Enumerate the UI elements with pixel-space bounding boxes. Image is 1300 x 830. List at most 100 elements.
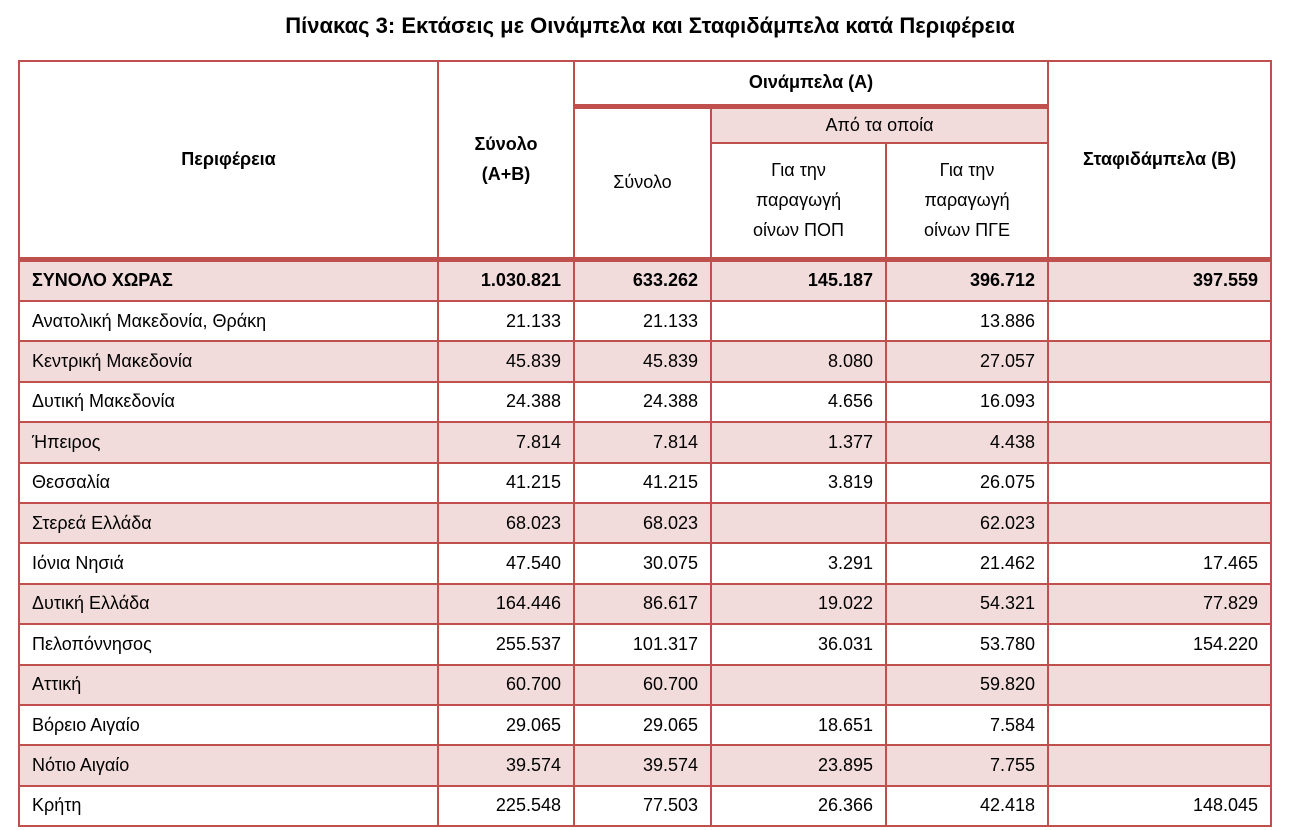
header-text: Για την παραγωγή οίνων ΠΓΕ	[924, 160, 1010, 241]
value-cell: 42.418	[884, 784, 1050, 828]
value-cell: 54.321	[884, 582, 1050, 626]
value-cell: 396.712	[884, 258, 1050, 302]
value-cell: 145.187	[710, 258, 887, 302]
region-cell: ΣΥΝΟΛΟ ΧΩΡΑΣ	[18, 258, 439, 302]
value-cell: 27.057	[884, 340, 1050, 383]
value-cell: 16.093	[884, 380, 1050, 424]
value-cell: 62.023	[884, 501, 1050, 545]
value-cell: 26.366	[710, 784, 887, 828]
value-cell: 18.651	[710, 703, 887, 747]
table-row: Δυτική Μακεδονία 24.388 24.388 4.656 16.093	[18, 380, 1273, 424]
value-cell: 7.584	[884, 703, 1050, 747]
value-cell: 29.065	[573, 703, 712, 747]
region-cell: Κεντρική Μακεδονία	[18, 340, 439, 383]
header-cell: Για την παραγωγή οίνων ΠΟΠ	[710, 142, 887, 262]
value-cell: 7.755	[884, 744, 1050, 787]
value-cell	[1047, 299, 1273, 343]
value-cell: 60.700	[437, 663, 575, 706]
value-cell: 60.700	[573, 663, 712, 706]
value-cell: 1.377	[710, 421, 887, 464]
header-cell: Σύνολο	[573, 105, 712, 262]
value-cell	[710, 663, 887, 706]
value-cell	[1047, 663, 1273, 706]
value-cell: 4.656	[710, 380, 887, 424]
value-cell: 4.438	[884, 421, 1050, 464]
value-cell: 397.559	[1047, 258, 1273, 302]
header-cell: Περιφέρεια	[18, 60, 439, 262]
value-cell: 26.075	[884, 461, 1050, 504]
region-cell: Στερεά Ελλάδα	[18, 501, 439, 545]
table-body: ΣΥΝΟΛΟ ΧΩΡΑΣ 1.030.821 633.262 145.187 396.7…	[18, 258, 1273, 828]
value-cell: 164.446	[437, 582, 575, 626]
value-cell: 24.388	[573, 380, 712, 424]
header-cell: Για την παραγωγή οίνων ΠΓΕ	[884, 142, 1050, 262]
region-cell: Κρήτη	[18, 784, 439, 828]
value-cell: 59.820	[884, 663, 1050, 706]
value-cell: 29.065	[437, 703, 575, 747]
region-cell: Αττική	[18, 663, 439, 706]
table-row: ΣΥΝΟΛΟ ΧΩΡΑΣ 1.030.821 633.262 145.187 396.7…	[18, 258, 1273, 302]
value-cell	[1047, 703, 1273, 747]
header-cell: Σταφιδάμπελα (Β)	[1047, 60, 1273, 262]
value-cell: 47.540	[437, 542, 575, 585]
value-cell: 68.023	[573, 501, 712, 545]
value-cell: 39.574	[573, 744, 712, 787]
table-row: Πελοπόννησος 255.537 101.317 36.031 53.780 15…	[18, 623, 1273, 666]
data-table: Περιφέρεια Σύνολο (Α+Β) Οινάμπελα (Α) Στ…	[18, 60, 1273, 828]
region-cell: Δυτική Μακεδονία	[18, 380, 439, 424]
value-cell: 39.574	[437, 744, 575, 787]
table-row: Ήπειρος 7.814 7.814 1.377 4.438	[18, 421, 1273, 464]
value-cell: 68.023	[437, 501, 575, 545]
value-cell: 21.133	[437, 299, 575, 343]
table-row: Ιόνια Νησιά 47.540 30.075 3.291 21.462 17.465	[18, 542, 1273, 585]
value-cell: 45.839	[573, 340, 712, 383]
header-cell: Οινάμπελα (Α)	[572, 60, 1050, 109]
table-row: Ανατολική Μακεδονία, Θράκη 21.133 21.133 13…	[18, 299, 1273, 343]
value-cell	[1047, 461, 1273, 504]
region-cell: Πελοπόννησος	[18, 623, 439, 666]
table-row: Στερεά Ελλάδα 68.023 68.023 62.023	[18, 501, 1273, 545]
value-cell: 13.886	[884, 299, 1050, 343]
header-text: Για την παραγωγή οίνων ΠΟΠ	[752, 160, 845, 241]
value-cell	[1047, 744, 1273, 787]
region-cell: Ιόνια Νησιά	[18, 542, 439, 585]
value-cell: 24.388	[437, 380, 575, 424]
region-cell: Ανατολική Μακεδονία, Θράκη	[18, 299, 439, 343]
value-cell: 101.317	[573, 623, 712, 666]
value-cell: 1.030.821	[437, 258, 575, 302]
table-row: Βόρειο Αιγαίο 29.065 29.065 18.651 7.584	[18, 703, 1273, 747]
value-cell	[1047, 340, 1273, 383]
table-row: Δυτική Ελλάδα 164.446 86.617 19.022 54.321 77…	[18, 582, 1273, 626]
value-cell: 7.814	[573, 421, 712, 464]
table-row: Κρήτη 225.548 77.503 26.366 42.418 148.045	[18, 784, 1273, 828]
value-cell: 86.617	[573, 582, 712, 626]
value-cell: 77.829	[1047, 582, 1273, 626]
header-cell: Σύνολο (Α+Β)	[437, 60, 575, 262]
header-cell: Από τα οποία	[709, 105, 1050, 144]
value-cell: 225.548	[437, 784, 575, 828]
value-cell: 45.839	[437, 340, 575, 383]
value-cell: 21.133	[573, 299, 712, 343]
value-cell	[1047, 380, 1273, 424]
value-cell: 77.503	[573, 784, 712, 828]
value-cell: 154.220	[1047, 623, 1273, 666]
value-cell	[710, 299, 887, 343]
value-cell: 19.022	[710, 582, 887, 626]
table-row: Αττική 60.700 60.700 59.820	[18, 663, 1273, 706]
value-cell: 53.780	[884, 623, 1050, 666]
table-row: Νότιο Αιγαίο 39.574 39.574 23.895 7.755	[18, 744, 1273, 787]
table-row: Κεντρική Μακεδονία 45.839 45.839 8.080 27.05…	[18, 340, 1273, 383]
value-cell: 7.814	[437, 421, 575, 464]
region-cell: Βόρειο Αιγαίο	[18, 703, 439, 747]
value-cell: 23.895	[710, 744, 887, 787]
value-cell: 3.819	[710, 461, 887, 504]
value-cell: 21.462	[884, 542, 1050, 585]
table-row: Θεσσαλία 41.215 41.215 3.819 26.075	[18, 461, 1273, 504]
value-cell: 8.080	[710, 340, 887, 383]
title: Πίνακας 3: Εκτάσεις με Οινάμπελα και Στα…	[285, 13, 1015, 38]
value-cell: 633.262	[573, 258, 712, 302]
value-cell	[710, 501, 887, 545]
value-cell	[1047, 421, 1273, 464]
value-cell: 41.215	[573, 461, 712, 504]
region-cell: Νότιο Αιγαίο	[18, 744, 439, 787]
